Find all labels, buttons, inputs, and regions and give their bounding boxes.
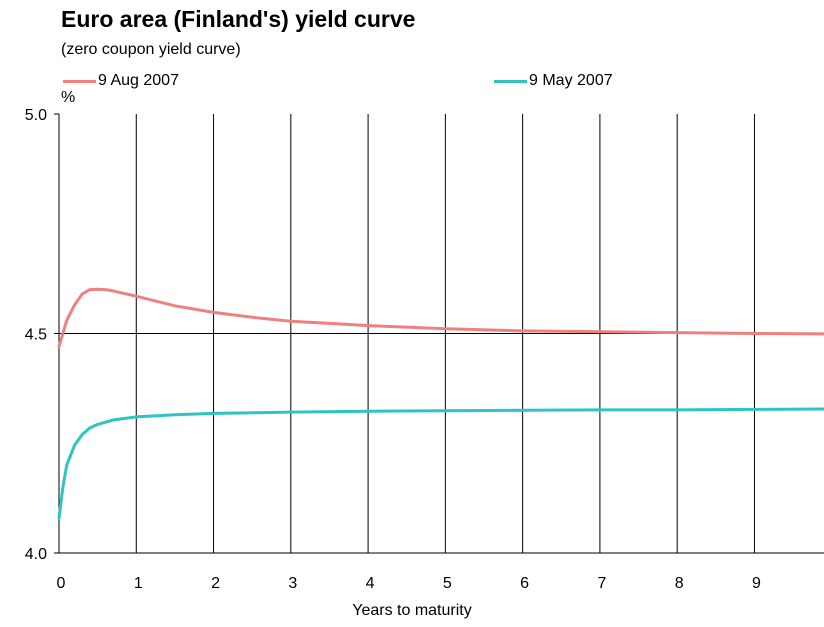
legend-item-may: 9 May 2007 (494, 72, 613, 90)
x-tick-label: 2 (211, 575, 220, 592)
chart-plot: 4.0 4.5 5.0 0 1 2 3 4 5 6 7 8 9 (25, 107, 824, 592)
legend-item-aug: 9 Aug 2007 (63, 72, 179, 90)
y-tick-label: 5.0 (25, 107, 47, 124)
legend-swatch-may (494, 79, 527, 83)
x-tick-label: 5 (443, 575, 452, 592)
x-axis-label: Years to maturity (352, 602, 472, 619)
x-tick-label: 9 (752, 575, 761, 592)
x-tick-label: 0 (57, 575, 66, 592)
x-tick-label: 8 (675, 575, 684, 592)
y-tick-label: 4.0 (25, 546, 47, 563)
y-tick-label: 4.5 (25, 327, 47, 344)
legend-label-aug: 9 Aug 2007 (98, 72, 179, 89)
legend-label-may: 9 May 2007 (529, 72, 613, 89)
series-line-aug (57, 287, 824, 349)
x-tick-label: 6 (520, 575, 529, 592)
chart-subtitle: (zero coupon yield curve) (61, 41, 241, 58)
x-tick-label: 3 (288, 575, 297, 592)
y-axis-unit-label: % (61, 89, 76, 106)
legend-swatch-aug (63, 79, 96, 83)
series-line-may (57, 407, 824, 520)
x-tick-label: 4 (366, 575, 375, 592)
x-tick-label: 7 (597, 575, 606, 592)
chart-title: Euro area (Finland's) yield curve (61, 6, 416, 32)
x-tick-label: 1 (134, 575, 143, 592)
